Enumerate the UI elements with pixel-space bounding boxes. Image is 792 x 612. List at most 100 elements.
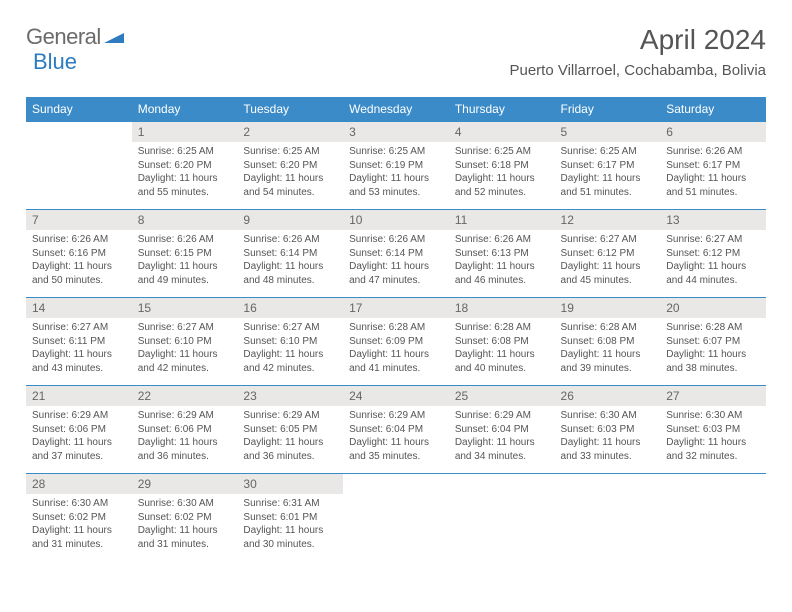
day-header: Wednesday: [343, 97, 449, 122]
day-cell: Sunrise: 6:25 AMSunset: 6:17 PMDaylight:…: [555, 142, 661, 210]
logo-triangle-icon: [104, 24, 124, 50]
day-line: Sunrise: 6:29 AM: [243, 409, 337, 423]
day-number: 25: [449, 386, 555, 407]
day-number-row: 282930: [26, 474, 766, 495]
day-cell: Sunrise: 6:25 AMSunset: 6:18 PMDaylight:…: [449, 142, 555, 210]
day-cell: [449, 494, 555, 561]
day-line: Sunset: 6:05 PM: [243, 423, 337, 437]
day-line: Sunrise: 6:27 AM: [243, 321, 337, 335]
day-line: Sunset: 6:10 PM: [138, 335, 232, 349]
day-line: Daylight: 11 hours and 32 minutes.: [666, 436, 760, 463]
day-cell: Sunrise: 6:28 AMSunset: 6:08 PMDaylight:…: [555, 318, 661, 386]
day-number: [449, 474, 555, 495]
day-line: Daylight: 11 hours and 47 minutes.: [349, 260, 443, 287]
day-line: Sunset: 6:04 PM: [455, 423, 549, 437]
day-number: 17: [343, 298, 449, 319]
day-number: 30: [237, 474, 343, 495]
day-number: 3: [343, 122, 449, 143]
day-number: 9: [237, 210, 343, 231]
day-number: 27: [660, 386, 766, 407]
day-line: Sunrise: 6:25 AM: [561, 145, 655, 159]
day-line: Sunrise: 6:29 AM: [138, 409, 232, 423]
logo-text-general: General: [26, 24, 101, 50]
day-line: Daylight: 11 hours and 36 minutes.: [138, 436, 232, 463]
day-line: Sunrise: 6:30 AM: [138, 497, 232, 511]
day-line: Sunset: 6:03 PM: [666, 423, 760, 437]
title-block: April 2024 Puerto Villarroel, Cochabamba…: [509, 24, 766, 79]
day-line: Sunrise: 6:28 AM: [561, 321, 655, 335]
day-line: Daylight: 11 hours and 41 minutes.: [349, 348, 443, 375]
day-cell: Sunrise: 6:29 AMSunset: 6:05 PMDaylight:…: [237, 406, 343, 474]
day-line: Sunset: 6:17 PM: [561, 159, 655, 173]
day-number: [660, 474, 766, 495]
day-number: 16: [237, 298, 343, 319]
day-line: Sunset: 6:20 PM: [243, 159, 337, 173]
day-cell: Sunrise: 6:27 AMSunset: 6:10 PMDaylight:…: [237, 318, 343, 386]
day-line: Sunrise: 6:25 AM: [455, 145, 549, 159]
day-data-row: Sunrise: 6:30 AMSunset: 6:02 PMDaylight:…: [26, 494, 766, 561]
day-line: Sunrise: 6:27 AM: [666, 233, 760, 247]
day-line: Sunrise: 6:28 AM: [349, 321, 443, 335]
day-line: Sunrise: 6:31 AM: [243, 497, 337, 511]
day-header-row: SundayMondayTuesdayWednesdayThursdayFrid…: [26, 97, 766, 122]
day-number: 2: [237, 122, 343, 143]
day-data-row: Sunrise: 6:25 AM Sunset: 6:20 PM Daylight:…: [26, 142, 766, 210]
day-line: Daylight: 11 hours and 48 minutes.: [243, 260, 337, 287]
day-line: Daylight: 11 hours and 51 minutes.: [666, 172, 760, 199]
day-number: 6: [660, 122, 766, 143]
day-line: Sunset: 6:10 PM: [243, 335, 337, 349]
day-line: Sunset: 6:19 PM: [349, 159, 443, 173]
day-line: Sunrise: 6:28 AM: [455, 321, 549, 335]
day-number: 11: [449, 210, 555, 231]
day-header: Tuesday: [237, 97, 343, 122]
day-line: Sunset: 6:11 PM: [32, 335, 126, 349]
day-cell: [343, 494, 449, 561]
day-number: 4: [449, 122, 555, 143]
day-header: Saturday: [660, 97, 766, 122]
day-line: Sunset: 6:15 PM: [138, 247, 232, 261]
day-cell: Sunrise: 6:30 AMSunset: 6:03 PMDaylight:…: [660, 406, 766, 474]
day-line: Sunset: 6:04 PM: [349, 423, 443, 437]
day-line: Daylight: 11 hours and 43 minutes.: [32, 348, 126, 375]
day-cell: Sunrise: 6:25 AMSunset: 6:20 PMDaylight:…: [237, 142, 343, 210]
day-line: Sunset: 6:06 PM: [138, 423, 232, 437]
day-line: Sunrise: 6:27 AM: [138, 321, 232, 335]
day-number: 12: [555, 210, 661, 231]
day-number: 23: [237, 386, 343, 407]
day-line: Sunrise: 6:26 AM: [32, 233, 126, 247]
day-data-row: Sunrise: 6:26 AMSunset: 6:16 PMDaylight:…: [26, 230, 766, 298]
day-number: [26, 122, 132, 143]
day-number: [555, 474, 661, 495]
day-line: Sunrise: 6:29 AM: [32, 409, 126, 423]
day-number: 10: [343, 210, 449, 231]
logo-text-blue: Blue: [33, 49, 77, 75]
day-cell: Sunrise: 6:27 AMSunset: 6:12 PMDaylight:…: [660, 230, 766, 298]
page-header: General April 2024 Puerto Villarroel, Co…: [26, 24, 766, 79]
day-cell: Sunrise: 6:26 AMSunset: 6:14 PMDaylight:…: [237, 230, 343, 298]
day-line: Daylight: 11 hours and 51 minutes.: [561, 172, 655, 199]
day-line: Sunrise: 6:26 AM: [138, 233, 232, 247]
day-line: Sunrise: 6:27 AM: [561, 233, 655, 247]
day-line: Sunrise: 6:25 AM: [138, 145, 232, 159]
day-cell: Sunrise: 6:29 AMSunset: 6:04 PMDaylight:…: [449, 406, 555, 474]
day-header: Monday: [132, 97, 238, 122]
day-line: Daylight: 11 hours and 39 minutes.: [561, 348, 655, 375]
day-header: Friday: [555, 97, 661, 122]
day-cell: Sunrise: 6:28 AMSunset: 6:09 PMDaylight:…: [343, 318, 449, 386]
day-number: 5: [555, 122, 661, 143]
day-line: Daylight: 11 hours and 36 minutes.: [243, 436, 337, 463]
day-line: Daylight: 11 hours and 52 minutes.: [455, 172, 549, 199]
day-line: Daylight: 11 hours and 50 minutes.: [32, 260, 126, 287]
day-line: Sunset: 6:02 PM: [32, 511, 126, 525]
day-line: Sunset: 6:14 PM: [243, 247, 337, 261]
day-line: Daylight: 11 hours and 42 minutes.: [243, 348, 337, 375]
day-line: Daylight: 11 hours and 40 minutes.: [455, 348, 549, 375]
day-number: 14: [26, 298, 132, 319]
day-line: Sunset: 6:07 PM: [666, 335, 760, 349]
day-cell: Sunrise: 6:27 AMSunset: 6:11 PMDaylight:…: [26, 318, 132, 386]
day-line: Sunrise: 6:30 AM: [32, 497, 126, 511]
day-cell: Sunrise: 6:25 AMSunset: 6:20 PMDaylight:…: [132, 142, 238, 210]
month-title: April 2024: [509, 24, 766, 56]
day-line: Daylight: 11 hours and 46 minutes.: [455, 260, 549, 287]
day-data-row: Sunrise: 6:29 AMSunset: 6:06 PMDaylight:…: [26, 406, 766, 474]
